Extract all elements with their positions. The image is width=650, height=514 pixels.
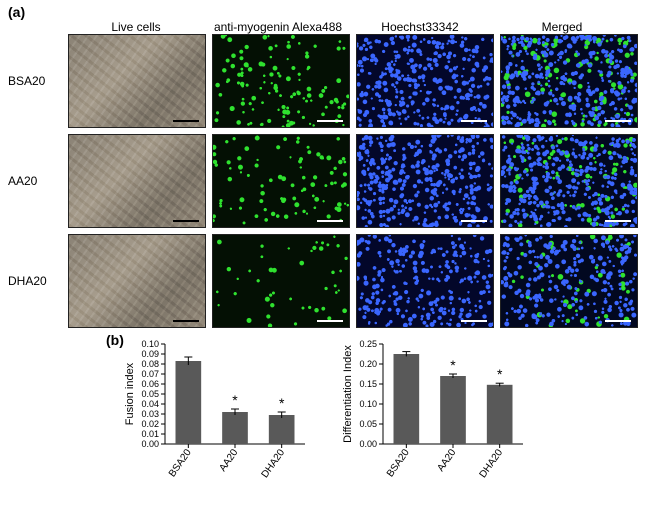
- bar: [487, 385, 513, 444]
- svg-text:0.06: 0.06: [141, 379, 159, 389]
- svg-text:Fusion index: Fusion index: [124, 362, 136, 425]
- bar: [176, 361, 202, 444]
- bar: [440, 376, 466, 444]
- column-header: Live cells: [68, 20, 204, 34]
- micrograph-blue: [356, 34, 494, 128]
- micrograph-blue: [356, 234, 494, 328]
- micrograph-green: [212, 34, 350, 128]
- svg-text:*: *: [232, 392, 238, 408]
- micrograph-phase: [68, 134, 206, 228]
- micrograph-merged: [500, 134, 638, 228]
- column-headers: Live cells anti-myogenin Alexa488 Hoechst3…: [68, 20, 642, 34]
- micrograph-phase: [68, 34, 206, 128]
- svg-text:0.07: 0.07: [141, 369, 159, 379]
- row-label: AA20: [8, 174, 68, 188]
- svg-text:*: *: [279, 395, 285, 411]
- figure: (a) Live cells anti-myogenin Alexa488 Hoec…: [0, 0, 650, 514]
- chart-container: 0.000.010.020.030.040.050.060.070.080.09…: [121, 334, 311, 489]
- svg-text:0.05: 0.05: [359, 419, 377, 429]
- scale-bar: [173, 220, 199, 222]
- image-row: AA20: [8, 134, 642, 228]
- image-rows: BSA20 AA20 DHA20: [8, 34, 642, 328]
- bar-charts: 0.000.010.020.030.040.050.060.070.080.09…: [8, 334, 642, 489]
- svg-text:0.05: 0.05: [141, 389, 159, 399]
- svg-text:BSA20: BSA20: [385, 447, 412, 479]
- svg-text:DHA20: DHA20: [260, 447, 288, 480]
- panel-a-label: (a): [8, 4, 25, 20]
- scale-bar: [461, 120, 487, 122]
- scale-bar: [173, 120, 199, 122]
- column-header: Merged: [494, 20, 630, 34]
- bar: [222, 412, 248, 444]
- micrograph-green: [212, 134, 350, 228]
- micrograph-merged: [500, 234, 638, 328]
- svg-text:0.20: 0.20: [359, 359, 377, 369]
- svg-text:*: *: [497, 366, 503, 382]
- image-row: BSA20: [8, 34, 642, 128]
- column-header: anti-myogenin Alexa488: [210, 20, 346, 34]
- scale-bar: [317, 220, 343, 222]
- micrograph-green: [212, 234, 350, 328]
- bar-chart: 0.00 0.05 0.10 0.15 0.20 0.25 Differentiation …: [339, 334, 529, 484]
- scale-bar: [605, 120, 631, 122]
- svg-text:0.10: 0.10: [141, 339, 159, 349]
- chart-container: 0.00 0.05 0.10 0.15 0.20 0.25 Differentiation …: [339, 334, 529, 489]
- bar: [394, 354, 420, 444]
- scale-bar: [317, 120, 343, 122]
- svg-text:0.08: 0.08: [141, 359, 159, 369]
- svg-text:0.03: 0.03: [141, 409, 159, 419]
- scale-bar: [461, 320, 487, 322]
- svg-text:0.25: 0.25: [359, 339, 377, 349]
- svg-text:AA20: AA20: [217, 447, 240, 474]
- scale-bar: [461, 220, 487, 222]
- bar-chart: 0.000.010.020.030.040.050.060.070.080.09…: [121, 334, 311, 484]
- scale-bar: [605, 220, 631, 222]
- scale-bar: [605, 320, 631, 322]
- svg-text:0.04: 0.04: [141, 399, 159, 409]
- svg-text:Differentiation Index: Differentiation Index: [342, 345, 354, 443]
- micrograph-blue: [356, 134, 494, 228]
- scale-bar: [173, 320, 199, 322]
- svg-text:0.02: 0.02: [141, 419, 159, 429]
- svg-text:0.15: 0.15: [359, 379, 377, 389]
- svg-text:0.09: 0.09: [141, 349, 159, 359]
- svg-text:0.00: 0.00: [359, 439, 377, 449]
- micrograph-phase: [68, 234, 206, 328]
- column-header: Hoechst33342: [352, 20, 488, 34]
- svg-text:DHA20: DHA20: [478, 447, 506, 480]
- bar: [269, 415, 295, 444]
- svg-text:0.10: 0.10: [359, 399, 377, 409]
- scale-bar: [317, 320, 343, 322]
- svg-text:0.00: 0.00: [141, 439, 159, 449]
- svg-text:0.01: 0.01: [141, 429, 159, 439]
- svg-text:BSA20: BSA20: [167, 447, 194, 479]
- image-grid: Live cells anti-myogenin Alexa488 Hoechst3…: [8, 20, 642, 328]
- svg-text:AA20: AA20: [435, 447, 458, 474]
- row-label: BSA20: [8, 74, 68, 88]
- micrograph-merged: [500, 34, 638, 128]
- row-label: DHA20: [8, 274, 68, 288]
- image-row: DHA20: [8, 234, 642, 328]
- svg-text:*: *: [450, 357, 456, 373]
